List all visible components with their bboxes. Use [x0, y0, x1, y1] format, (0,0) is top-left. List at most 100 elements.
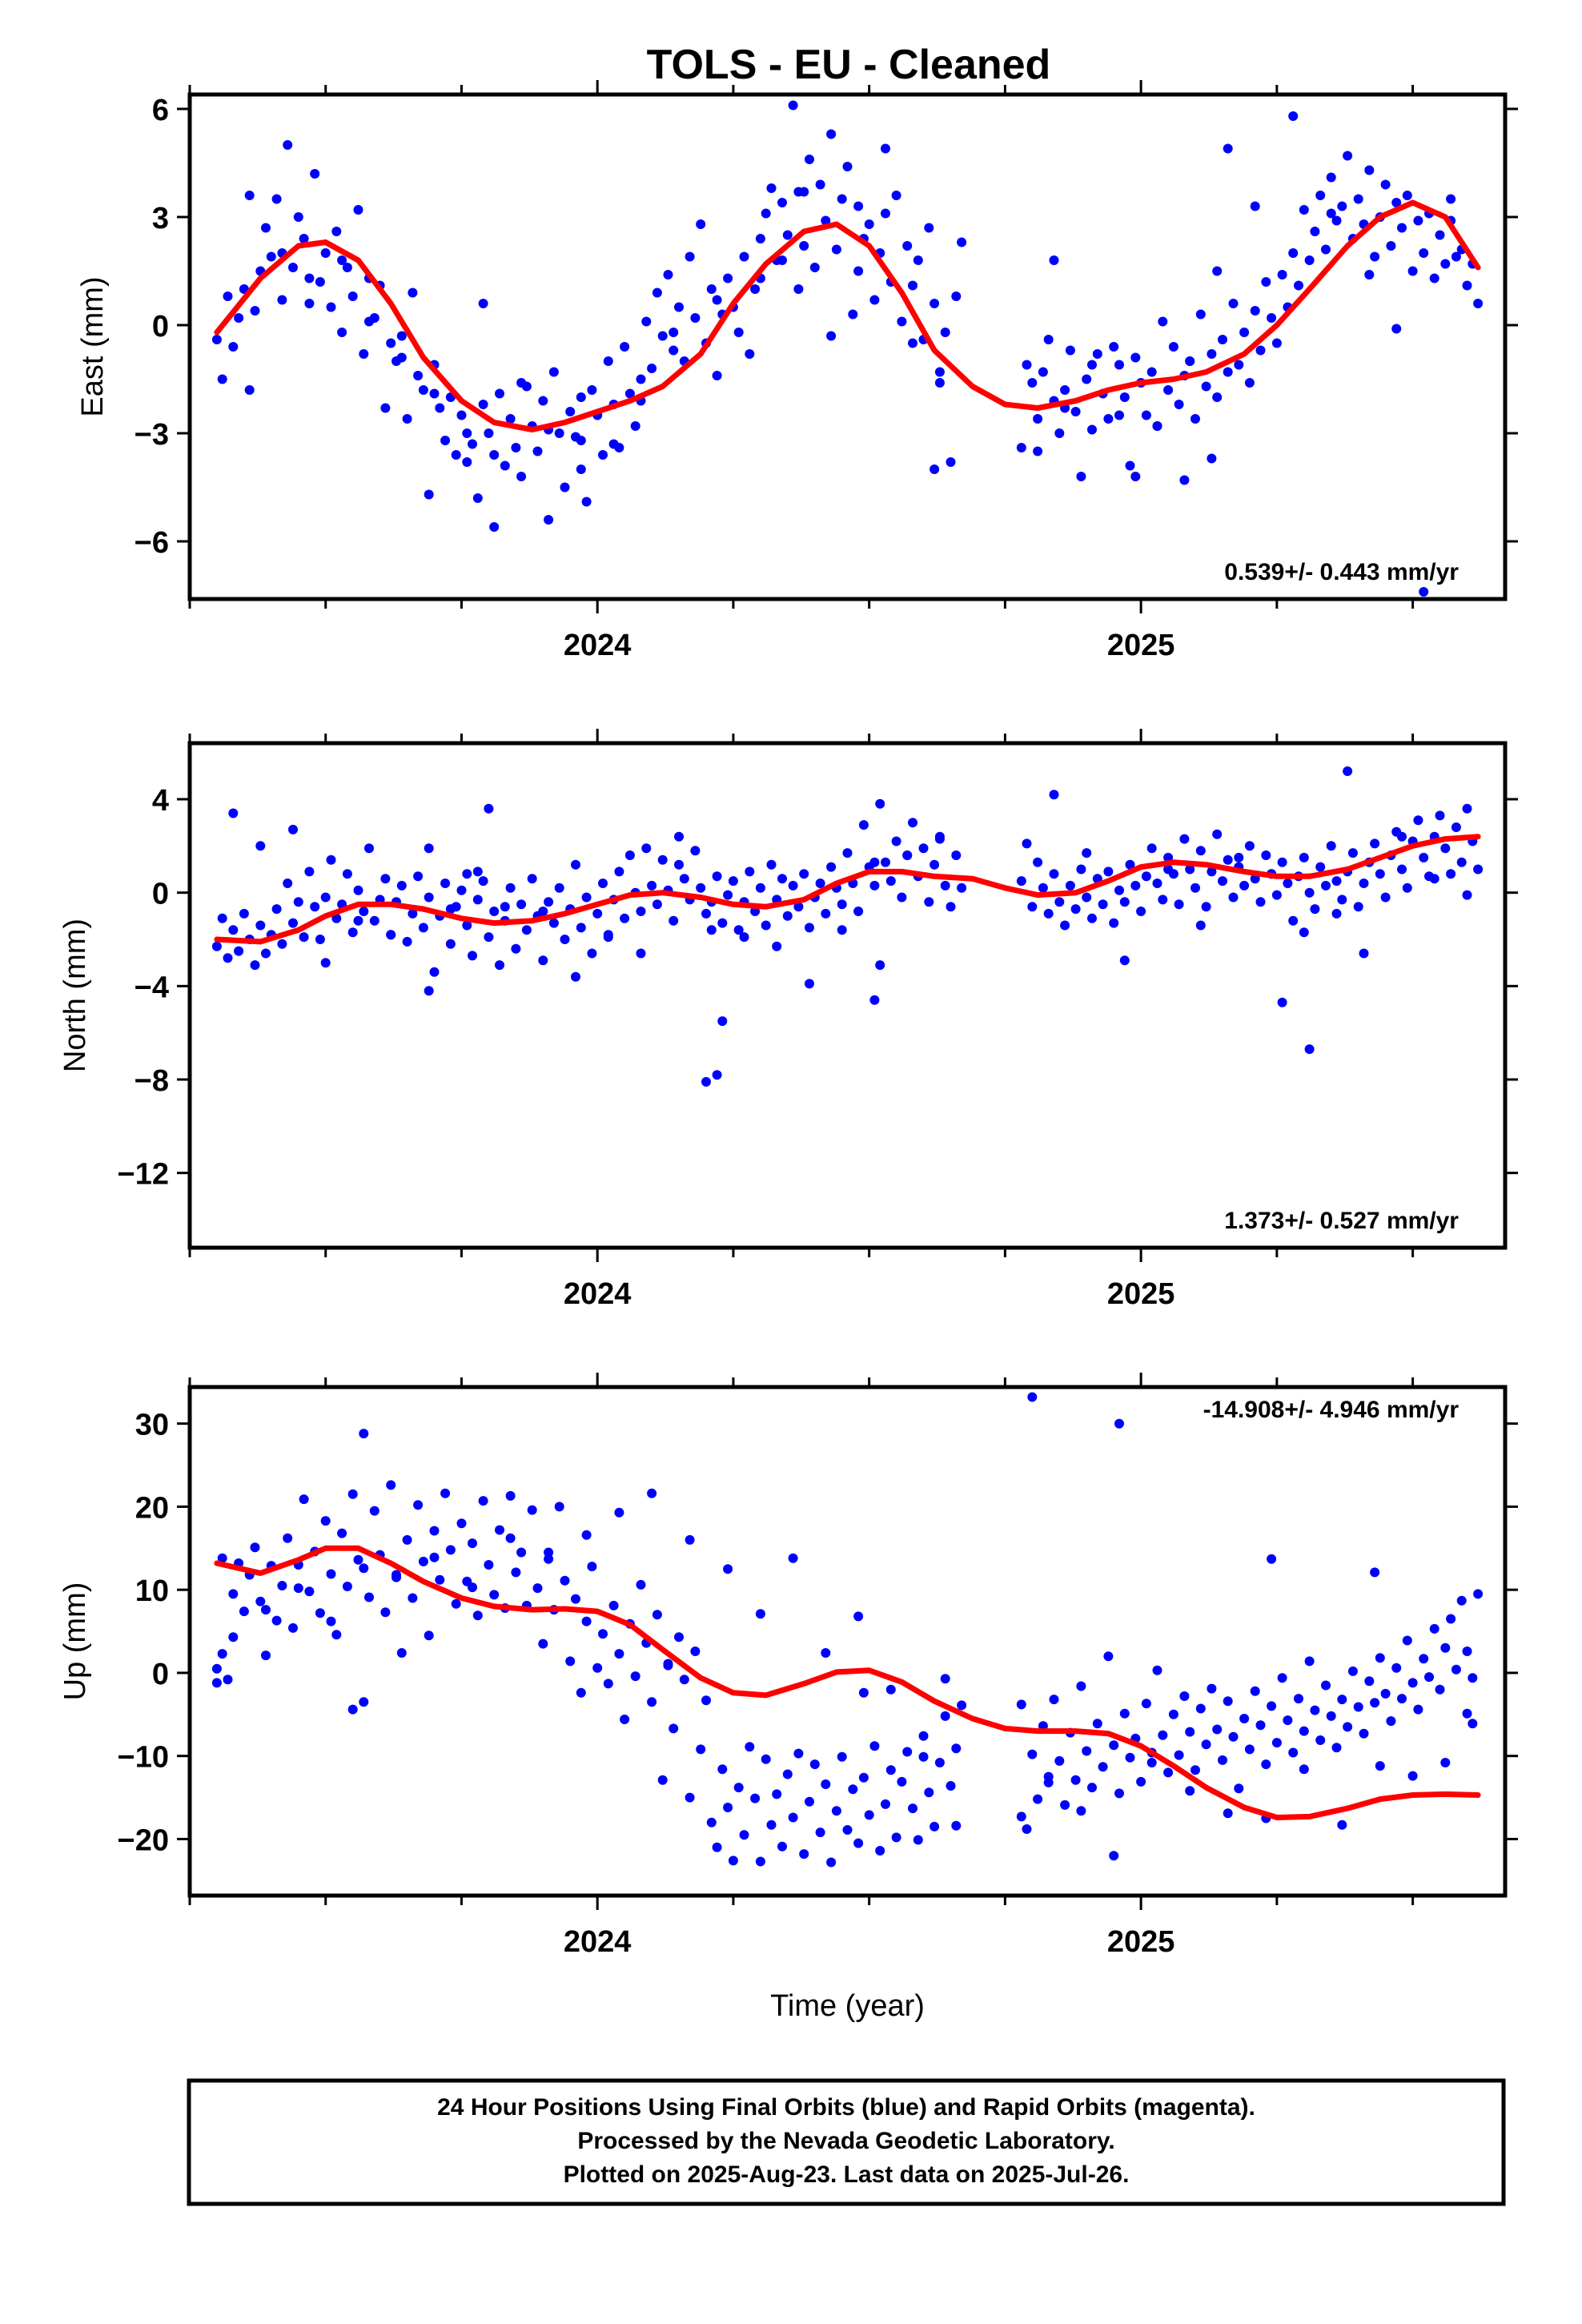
up-point [391, 1570, 401, 1580]
north-point [1207, 866, 1217, 877]
north-point [891, 836, 901, 846]
east-point [934, 378, 945, 388]
up-point [1185, 1727, 1195, 1737]
east-point [500, 460, 510, 471]
east-point [386, 338, 396, 348]
up-point [359, 1697, 369, 1707]
up-point [826, 1857, 837, 1868]
east-point [657, 331, 668, 341]
east-point [1076, 472, 1086, 481]
up-point [636, 1579, 646, 1590]
up-point [581, 1616, 592, 1626]
east-point [706, 284, 717, 294]
north-points [211, 766, 1484, 1087]
up-point [739, 1830, 749, 1840]
up-point [1440, 1642, 1451, 1653]
east-point [440, 436, 451, 445]
east-point [685, 251, 695, 262]
east-point [478, 299, 488, 308]
east-point [342, 263, 352, 272]
up-point [1347, 1666, 1358, 1676]
up-point [1185, 1786, 1195, 1796]
up-point [353, 1554, 363, 1565]
east-point [337, 328, 347, 337]
north-point [527, 874, 537, 884]
north-point [766, 859, 777, 870]
up-point [544, 1547, 554, 1558]
up-point [1353, 1702, 1363, 1712]
north-ytick-label: 4 [152, 784, 169, 818]
north-point [331, 913, 342, 923]
east-point [1125, 460, 1135, 471]
up-point [924, 1787, 934, 1798]
east-point [576, 392, 586, 402]
up-point [869, 1741, 880, 1751]
up-point [864, 1810, 874, 1820]
up-point [679, 1675, 689, 1685]
east-point [1092, 349, 1102, 359]
up-point [505, 1490, 516, 1501]
up-xlabel: Time (year) [770, 1989, 925, 2023]
east-point [402, 414, 412, 424]
east-point [1228, 299, 1239, 308]
east-point [304, 299, 315, 308]
north-ytick-label: 0 [152, 878, 169, 911]
east-point [1168, 342, 1178, 352]
east-point [505, 414, 516, 424]
up-point [1321, 1680, 1331, 1691]
up-point [429, 1552, 440, 1562]
footer-frame [187, 2078, 1506, 2206]
north-point [1195, 846, 1206, 856]
up-point [630, 1671, 640, 1682]
north-point [538, 907, 548, 916]
east-point [1109, 342, 1119, 352]
east-point [1446, 194, 1456, 204]
east-point [1326, 208, 1336, 219]
up-point [489, 1590, 500, 1600]
up-point [331, 1630, 342, 1640]
up-point [359, 1429, 369, 1439]
north-point [869, 995, 880, 1005]
north-point [701, 1076, 711, 1087]
east-point [641, 316, 652, 327]
east-point [669, 345, 679, 356]
up-point [347, 1489, 358, 1499]
up-point [337, 1528, 347, 1538]
east-point [1244, 378, 1255, 388]
up-point [1114, 1788, 1124, 1799]
up-point [1082, 1746, 1092, 1756]
up-point [685, 1792, 695, 1803]
up-point [782, 1769, 793, 1779]
up-point [592, 1663, 603, 1673]
east-point [1277, 270, 1287, 279]
up-point [815, 1827, 825, 1838]
north-point [1228, 892, 1239, 903]
north-point [310, 902, 320, 912]
east-point [733, 328, 744, 337]
north-point [805, 923, 814, 933]
east-point [304, 273, 315, 283]
east-point [1022, 360, 1032, 370]
east-point [1114, 360, 1124, 370]
east-point [396, 352, 407, 363]
up-point [902, 1747, 913, 1757]
east-point [782, 230, 793, 240]
up-point [881, 1799, 890, 1809]
up-point [1070, 1775, 1081, 1785]
north-point [472, 895, 483, 905]
east-point [1087, 424, 1097, 435]
east-point [1065, 345, 1075, 356]
east-point [576, 464, 586, 474]
north-point [1326, 841, 1336, 851]
east-point [809, 263, 820, 272]
up-point [581, 1530, 592, 1540]
north-point [1239, 880, 1250, 891]
up-point [951, 1743, 962, 1754]
east-point [462, 428, 472, 438]
north-xtick-label: 2025 [1107, 1277, 1175, 1311]
east-point [1397, 223, 1407, 233]
east-point [472, 493, 483, 503]
east-point [1267, 313, 1277, 323]
east-point [587, 385, 597, 395]
up-point [1114, 1418, 1124, 1429]
